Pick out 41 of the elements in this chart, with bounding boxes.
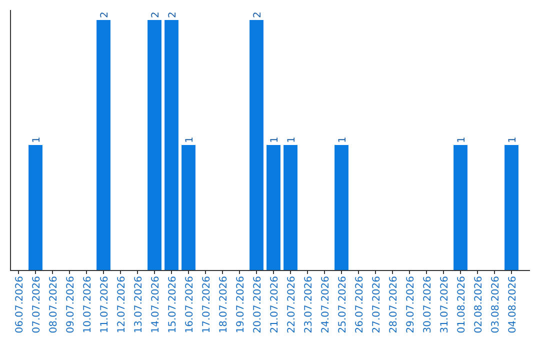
data-label: 2 — [168, 12, 178, 18]
x-tick-label: 15.07.2026 — [168, 276, 178, 334]
x-tick-label: 25.07.2026 — [338, 276, 348, 334]
x-tick-label: 17.07.2026 — [202, 276, 212, 334]
data-label: 1 — [456, 136, 468, 143]
x-tick-label: 26.07.2026 — [354, 276, 366, 334]
data-label: 1 — [286, 136, 298, 143]
x-tick-label: 31.07.2026 — [440, 276, 450, 334]
x-tick-label: 12.07.2026 — [116, 276, 128, 334]
x-tick-label: 01.08.2026 — [456, 276, 468, 334]
x-tick-label: 04.08.2026 — [508, 276, 518, 334]
x-tick-label: 06.07.2026 — [14, 276, 26, 334]
x-tick-label: 11.07.2026 — [100, 276, 110, 334]
x-tick-label: 16.07.2026 — [184, 276, 196, 334]
x-tick-label: 20.07.2026 — [252, 276, 264, 334]
x-tick-label: 08.07.2026 — [48, 276, 60, 334]
x-tick-label: 09.07.2026 — [66, 276, 76, 334]
x-tick-label: 22.07.2026 — [286, 276, 298, 334]
x-tick-label: 07.07.2026 — [32, 276, 42, 334]
data-label: 2 — [150, 12, 162, 18]
x-tick-label: 28.07.2026 — [388, 276, 400, 334]
x-tick-label: 23.07.2026 — [304, 276, 314, 334]
x-tick-label: 14.07.2026 — [150, 276, 162, 334]
data-label: 1 — [184, 136, 196, 143]
x-tick-label: 03.08.2026 — [490, 276, 502, 334]
x-tick-label: 21.07.2026 — [270, 276, 280, 334]
x-tick-label: 13.07.2026 — [134, 276, 144, 334]
data-label: 1 — [338, 136, 348, 143]
x-tick-label: 19.07.2026 — [236, 276, 246, 334]
data-label: 1 — [270, 136, 280, 143]
data-label: 1 — [508, 136, 518, 143]
data-label: 2 — [252, 12, 264, 18]
data-label: 1 — [32, 136, 42, 143]
data-label: 2 — [100, 12, 110, 18]
x-tick-label: 27.07.2026 — [372, 276, 382, 334]
x-tick-label: 02.08.2026 — [474, 276, 484, 334]
x-tick-label: 10.07.2026 — [82, 276, 94, 334]
x-tick-label: 18.07.2026 — [218, 276, 230, 334]
x-tick-label: 29.07.2026 — [406, 276, 416, 334]
x-tick-label: 30.07.2026 — [422, 276, 434, 334]
x-tick-label: 24.07.2026 — [320, 276, 332, 334]
